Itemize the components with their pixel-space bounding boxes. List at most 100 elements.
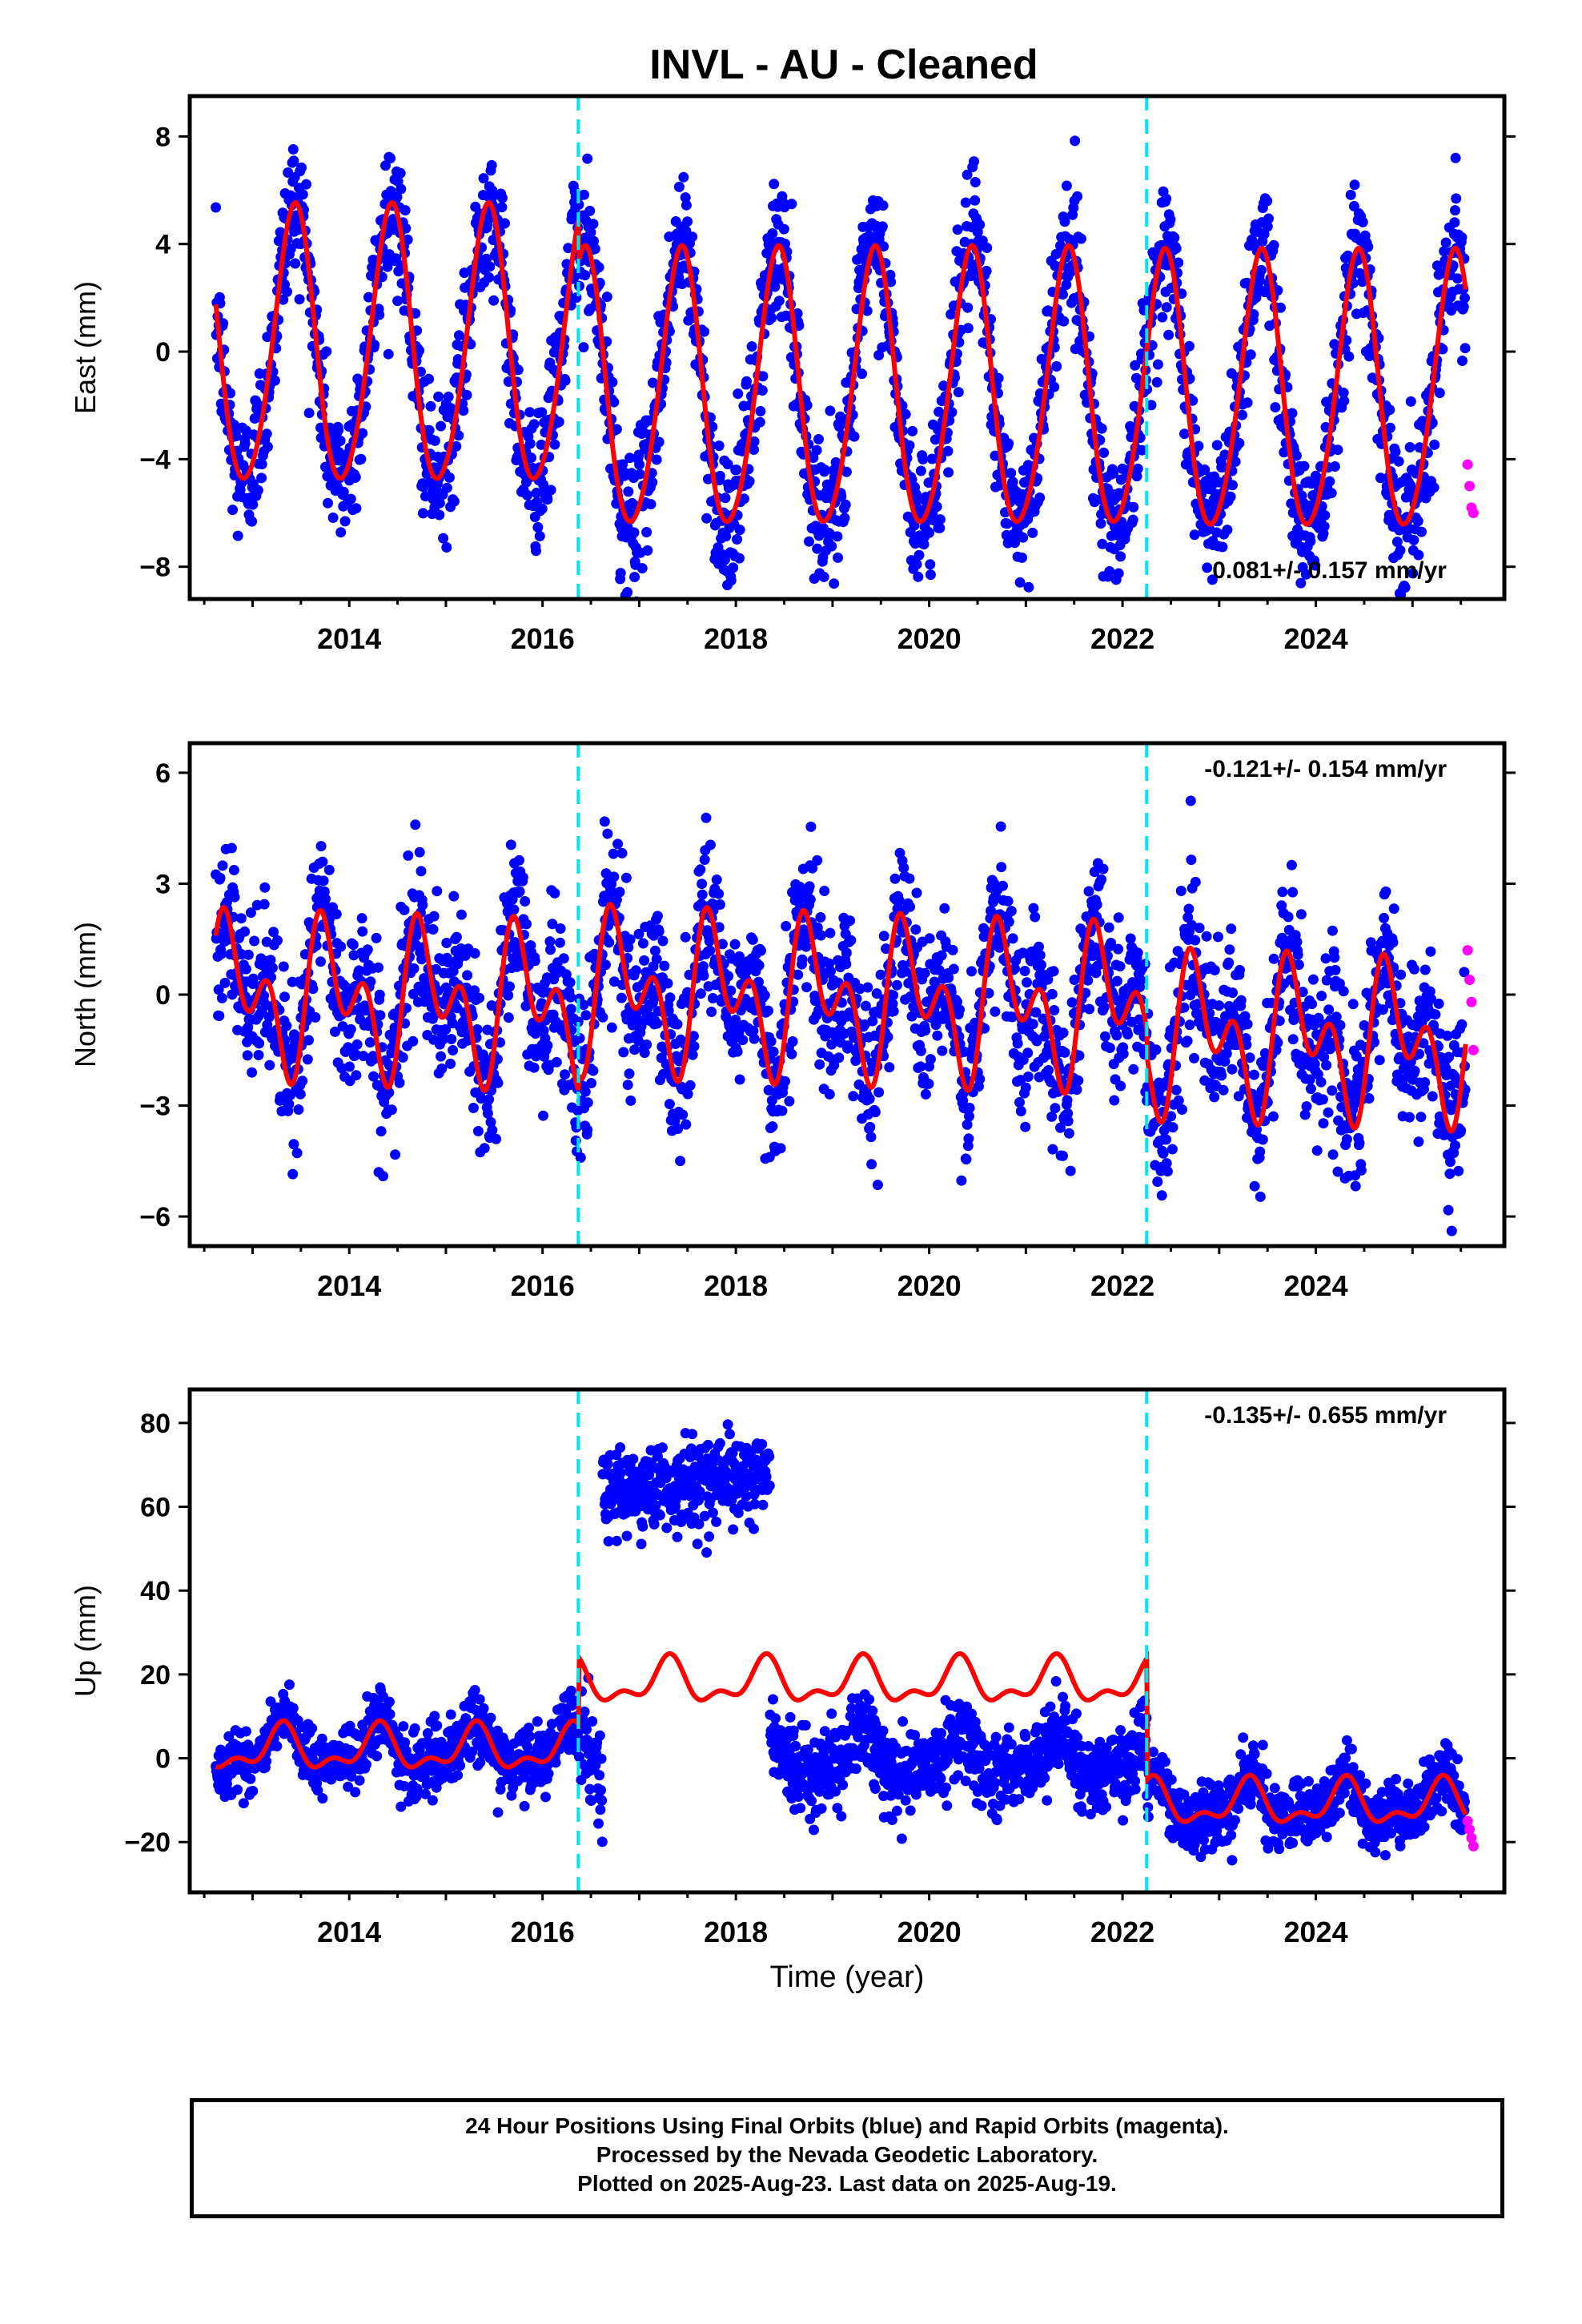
data-point [1222,525,1233,536]
data-point [705,839,716,850]
data-point [797,954,808,965]
data-point [1216,1070,1227,1081]
rapid-point [1464,480,1476,492]
data-point [303,1035,314,1046]
data-point [1099,1031,1110,1042]
data-point [915,465,926,476]
data-point [1449,217,1460,228]
data-point [1209,1092,1220,1103]
data-point [345,1023,356,1035]
data-point [529,955,540,967]
data-point [1014,577,1026,588]
data-point [217,860,228,871]
data-point [1339,396,1350,407]
data-point [1268,239,1279,251]
data-point [472,1024,483,1035]
data-point [245,907,256,919]
data-point [848,1091,859,1102]
data-point [253,1050,264,1060]
data-point [335,527,347,538]
plot-area [211,743,1479,1246]
data-point [297,1076,308,1087]
data-point [1050,248,1062,259]
data-point [981,265,992,276]
data-point [878,241,889,252]
data-point [1084,1003,1095,1015]
data-point [1175,886,1186,896]
data-point [871,988,882,999]
data-point [580,1086,591,1097]
data-point [924,527,935,538]
data-point [1063,1128,1074,1139]
data-point [645,499,656,510]
data-point [1125,933,1136,944]
data-point [441,542,452,553]
data-point [651,454,662,465]
data-point [538,1110,548,1121]
data-point [869,1107,881,1118]
data-point [279,991,290,1003]
plot-area [211,96,1479,599]
data-point [904,440,915,451]
data-point [486,159,497,171]
data-point [673,1124,684,1134]
data-point [946,407,958,418]
data-point [804,881,815,892]
data-point [227,989,238,1000]
data-point [429,435,440,446]
data-point [399,904,410,915]
data-point [1083,886,1094,897]
data-point [338,486,349,497]
data-point [240,963,251,975]
data-point [1257,1134,1268,1145]
data-point [1184,340,1195,352]
data-point [748,1025,759,1036]
data-point [1329,461,1340,472]
data-point [287,1168,299,1180]
data-point [522,489,533,501]
data-point [390,1149,401,1160]
data-point [283,1099,295,1110]
data-point [805,894,816,905]
data-point [1295,577,1307,589]
data-point [1450,152,1461,163]
data-point [288,155,299,167]
data-point [1108,468,1119,479]
data-point [335,941,347,952]
data-point [1226,923,1237,935]
data-point [818,571,829,582]
data-point [441,938,452,948]
data-point [462,970,473,981]
data-point [841,466,852,477]
data-point [436,1051,447,1062]
data-point [1227,480,1238,491]
data-point [461,389,472,400]
data-point [1193,440,1204,452]
data-point [964,1111,974,1122]
data-point [930,1019,942,1031]
data-point [482,1108,493,1119]
data-point [900,408,911,420]
data-point [962,169,973,180]
data-point [819,464,830,476]
data-point [675,1156,686,1167]
data-point [1074,1050,1085,1061]
data-point [695,864,706,875]
data-point [616,847,628,858]
data-point [717,939,728,950]
data-point [503,1012,514,1023]
data-point [517,872,528,883]
data-point [1146,400,1157,411]
data-point [1061,279,1072,290]
data-point [614,887,625,898]
data-point [438,1034,449,1045]
data-point [682,216,693,227]
data-point [786,199,797,210]
data-point [1109,1095,1120,1106]
data-point [500,218,510,229]
data-point [1166,1111,1177,1122]
data-point [1062,1116,1074,1127]
data-point [1224,944,1235,955]
data-point [1137,444,1148,456]
data-point [225,388,236,399]
